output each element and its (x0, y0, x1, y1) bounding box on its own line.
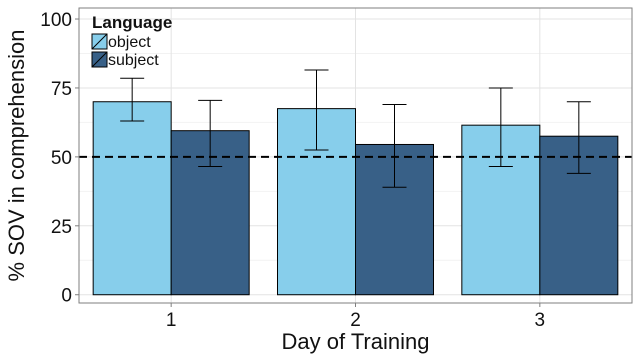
y-tick-label: 50 (51, 148, 72, 169)
error-bars (120, 69, 591, 188)
y-tick-label: 100 (40, 10, 72, 31)
y-axis-ticks: 0 25 50 75 100 (40, 10, 79, 307)
legend-label-object: object (108, 34, 151, 51)
legend-label-subject: subject (108, 52, 159, 69)
bars (92, 101, 619, 296)
x-tick-label: 2 (350, 310, 361, 331)
y-tick-label: 0 (61, 286, 72, 307)
x-axis-ticks: 1 2 3 (166, 303, 545, 331)
y-axis-title: % SOV in comprehension (4, 30, 29, 282)
x-axis-title: Day of Training (282, 329, 430, 354)
y-tick-label: 25 (51, 217, 72, 238)
legend-swatch-diagonal-object (91, 33, 108, 50)
legend-title: Language (92, 13, 172, 32)
x-tick-label: 1 (166, 310, 177, 331)
bar-object-day-1 (92, 101, 172, 296)
x-tick-label: 3 (535, 310, 546, 331)
y-tick-label: 75 (51, 79, 72, 100)
legend-swatch-diagonal-subject (91, 51, 108, 68)
